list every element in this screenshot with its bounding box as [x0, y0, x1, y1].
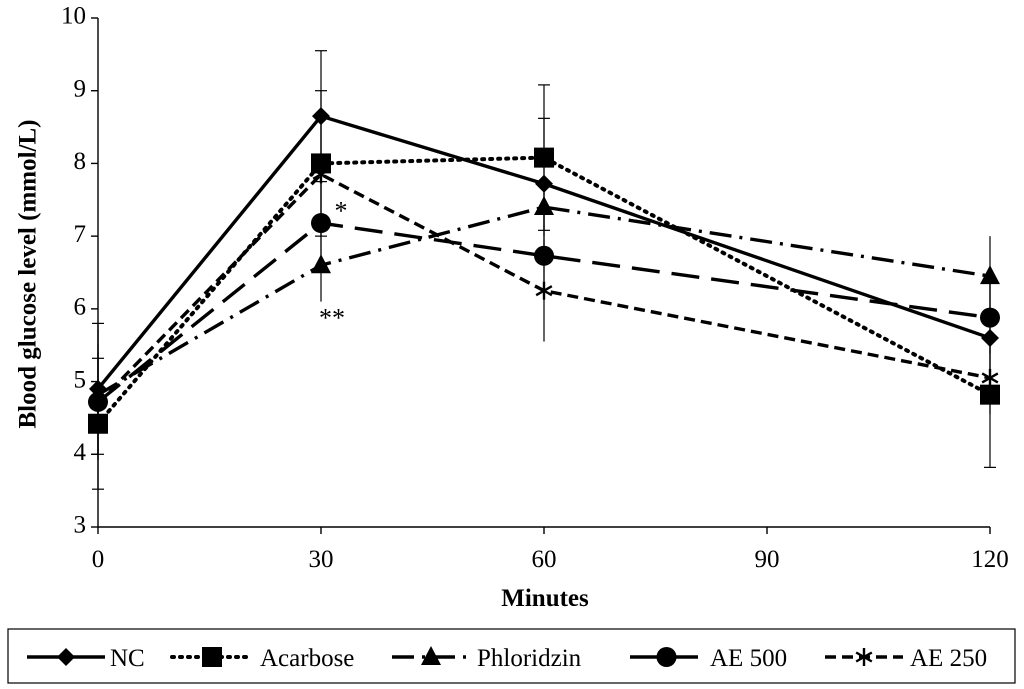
series-lines [96, 114, 992, 426]
legend-marker-phloridzin [421, 646, 441, 665]
y-tick-label: 9 [74, 75, 87, 102]
data-point-nc [312, 107, 330, 126]
y-tick-label: 3 [74, 512, 87, 539]
x-tick-label: 60 [532, 546, 557, 573]
y-tick-label: 7 [74, 221, 87, 248]
legend-marker-acarbose [202, 647, 222, 667]
data-point-nc [535, 174, 553, 193]
annotations: *** [319, 197, 348, 333]
data-point-ae-500 [311, 213, 331, 234]
data-point-acarbose [534, 147, 554, 168]
legend-marker-nc [57, 648, 75, 666]
legend-label-ae-500: AE 500 [710, 645, 787, 672]
legend-label-phloridzin: Phloridzin [477, 645, 582, 672]
series-markers [88, 107, 1000, 434]
data-point-ae-250 [535, 281, 553, 300]
data-point-nc [981, 328, 999, 347]
data-point-acarbose [88, 413, 108, 434]
data-point-ae-250 [312, 165, 330, 184]
series-line-ae-250 [96, 172, 991, 405]
data-point-phloridzin [311, 254, 331, 274]
data-point-ae-250 [89, 394, 107, 413]
y-tick-label: 8 [74, 148, 87, 175]
series-line-acarbose [96, 155, 992, 426]
data-point-ae-500 [980, 307, 1000, 328]
x-tick-label: 120 [971, 546, 1009, 573]
y-tick-label: 5 [74, 366, 87, 393]
axes: 3 4 5 6 7 8 9 10 0 30 60 90 120 [61, 3, 1009, 573]
legend-marker-ae-250 [855, 648, 873, 666]
y-tick-label: 10 [61, 3, 86, 30]
legend-label-nc: NC [110, 645, 145, 672]
x-tick-label: 30 [309, 546, 334, 573]
legend: NC Acarbose Phloridzin AE 500 AE 250 [7, 628, 1016, 684]
data-point-phloridzin [980, 265, 1000, 285]
legend-label-ae-250: AE 250 [910, 645, 987, 672]
data-point-acarbose [311, 153, 331, 174]
data-point-ae-250 [981, 368, 999, 387]
significance-marker-single: * [335, 197, 348, 226]
data-point-ae-500 [534, 245, 554, 266]
series-line-phloridzin [97, 205, 991, 397]
y-axis-title: Blood glucose level (mmol/L) [15, 120, 42, 429]
y-tick-label: 4 [74, 439, 87, 466]
x-tick-label: 90 [755, 546, 780, 573]
significance-marker-double: ** [319, 303, 345, 332]
x-tick-label: 0 [92, 546, 105, 573]
series-line-ae-500 [96, 221, 991, 404]
x-axis-title: Minutes [501, 585, 589, 612]
data-point-phloridzin [534, 196, 554, 216]
data-point-acarbose [980, 384, 1000, 405]
series-line-nc [96, 114, 991, 390]
legend-label-acarbose: Acarbose [260, 645, 354, 672]
y-tick-label: 6 [74, 294, 87, 321]
legend-marker-ae-500 [656, 647, 677, 667]
